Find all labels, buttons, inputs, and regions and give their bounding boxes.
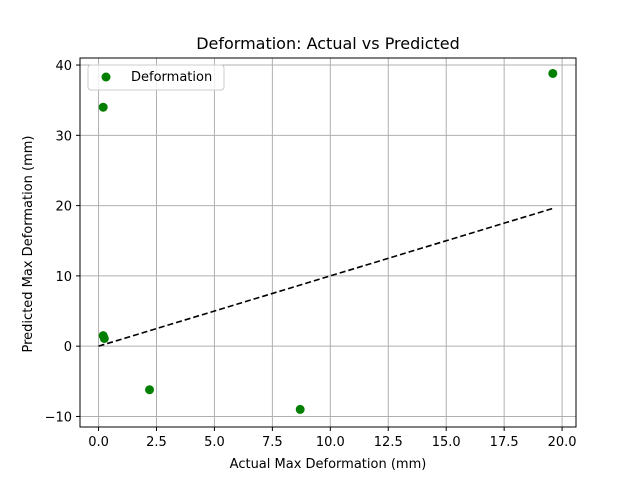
y-tick-label: 30 — [55, 129, 72, 144]
plot-frame — [79, 57, 577, 428]
x-tick-label: 2.5 — [146, 435, 167, 450]
reference-line — [98, 207, 554, 347]
points-layer — [98, 68, 558, 414]
x-tick-label: 0.0 — [88, 435, 109, 450]
reference-line-layer — [98, 207, 554, 347]
data-point — [548, 68, 558, 78]
y-tick-label: 0 — [64, 340, 72, 355]
x-tick-label: 10.0 — [316, 435, 345, 450]
legend-box — [87, 64, 225, 91]
legend-label: Deformation — [131, 70, 212, 85]
y-tick-label: −10 — [45, 410, 72, 425]
data-point — [99, 333, 109, 343]
data-point — [98, 102, 108, 112]
y-tick-label: 20 — [55, 200, 72, 215]
x-tick-label: 5.0 — [204, 435, 225, 450]
y-axis-label: Predicted Max Deformation (mm) — [21, 136, 36, 353]
x-tick-label: 20.0 — [548, 435, 577, 450]
x-tick-label: 7.5 — [262, 435, 283, 450]
data-point — [145, 385, 155, 395]
x-tick-label: 17.5 — [490, 435, 519, 450]
data-point — [295, 404, 305, 414]
y-axis-ticks: −10 0 10 20 30 40 — [45, 59, 80, 425]
legend: Deformation — [87, 64, 225, 91]
y-tick-label: 10 — [55, 270, 72, 285]
grid — [80, 58, 576, 427]
legend-marker — [101, 72, 111, 82]
x-tick-label: 12.5 — [374, 435, 403, 450]
x-axis-ticks: 0.0 2.5 5.0 7.5 10.0 12.5 15.0 17.5 20.0 — [88, 427, 577, 450]
x-axis-label: Actual Max Deformation (mm) — [230, 457, 427, 472]
y-tick-label: 40 — [55, 59, 72, 74]
chart-title: Deformation: Actual vs Predicted — [196, 34, 460, 53]
x-tick-label: 15.0 — [432, 435, 461, 450]
